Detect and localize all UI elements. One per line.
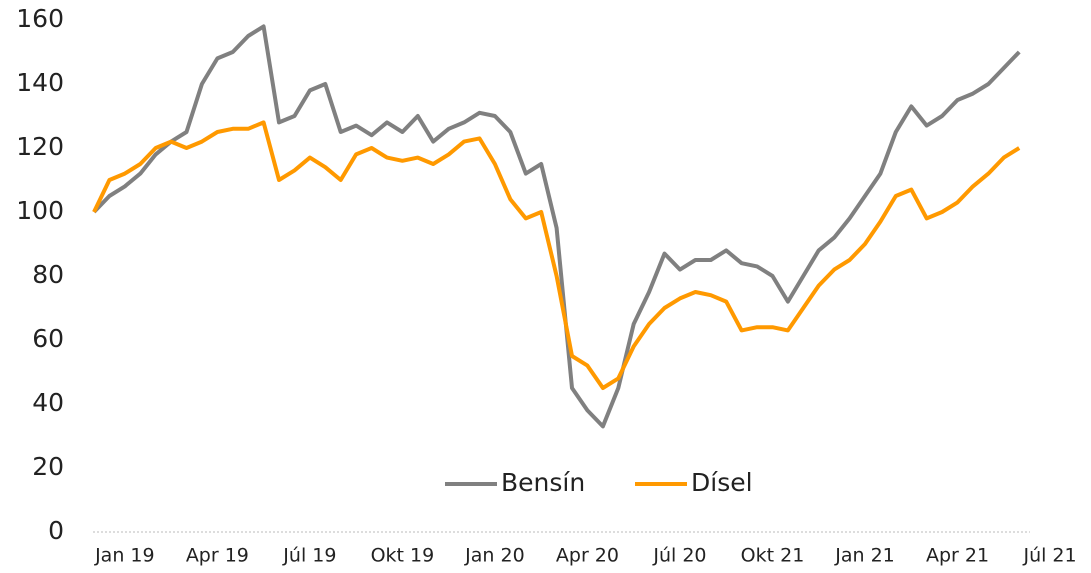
y-tick-label: 140 [16, 68, 64, 97]
legend-label: Bensín [501, 468, 585, 497]
x-tick-label: Apr 20 [556, 545, 619, 567]
x-tick-label: Júl 20 [652, 545, 706, 567]
y-tick-label: 0 [48, 516, 64, 545]
y-tick-label: 40 [32, 388, 64, 417]
y-tick-label: 100 [16, 196, 64, 225]
x-tick-label: Júl 19 [282, 545, 336, 567]
y-tick-label: 80 [32, 260, 64, 289]
x-tick-label: Jan 20 [464, 545, 525, 567]
x-tick-label: Okt 21 [741, 545, 805, 567]
y-tick-label: 160 [16, 4, 64, 33]
x-tick-label: Apr 19 [186, 545, 249, 567]
x-tick-label: Jan 21 [834, 545, 895, 567]
legend-label: Dísel [691, 468, 753, 497]
line-series [92, 120, 1021, 390]
y-tick-label: 120 [16, 132, 64, 161]
y-tick-label: 60 [32, 324, 64, 353]
x-tick-label: Apr 21 [926, 545, 989, 567]
x-tick-label: Júl 21 [1022, 545, 1076, 567]
y-tick-label: 20 [32, 452, 64, 481]
x-tick-label: Jan 19 [94, 545, 155, 567]
line-series [92, 24, 1021, 429]
x-tick-label: Okt 19 [371, 545, 435, 567]
